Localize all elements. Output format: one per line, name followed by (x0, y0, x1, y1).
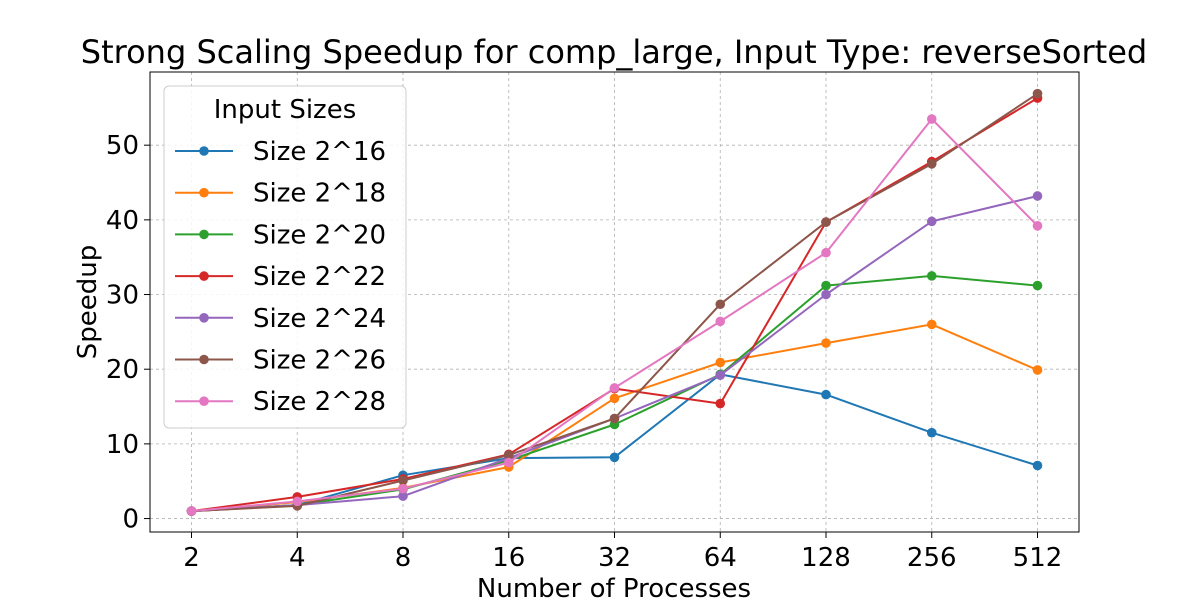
legend-marker (199, 229, 209, 240)
data-point (926, 427, 937, 438)
data-point (926, 319, 937, 330)
series-layer (186, 88, 1043, 516)
legend-item: Size 2^18 (175, 179, 386, 209)
legend-item: Size 2^28 (175, 387, 386, 417)
legend-marker (199, 187, 209, 198)
data-point (715, 398, 726, 409)
legend-title: Input Sizes (214, 95, 357, 125)
legend-item: Size 2^16 (175, 137, 386, 167)
y-tick-label: 30 (106, 281, 139, 311)
data-point (1032, 88, 1043, 99)
legend-item: Size 2^22 (175, 262, 386, 292)
legend-marker (199, 146, 209, 156)
x-tick-label: 2 (183, 543, 200, 573)
data-point (715, 370, 726, 380)
data-point (609, 383, 620, 393)
x-tick-label: 256 (907, 543, 957, 573)
data-point (821, 280, 831, 291)
y-axis-label: Speedup (73, 245, 103, 360)
data-point (398, 483, 408, 494)
x-axis-label: Number of Processes (477, 574, 751, 600)
data-point (821, 289, 831, 300)
x-tick-label: 32 (598, 543, 631, 573)
legend-label: Size 2^24 (253, 304, 386, 334)
legend-label: Size 2^20 (253, 220, 386, 250)
data-point (926, 271, 937, 281)
legend-item: Size 2^26 (175, 346, 386, 376)
data-point (821, 389, 831, 400)
data-point (1032, 365, 1043, 375)
legend-marker (199, 313, 209, 323)
y-axis-ticks: 0 10 20 30 40 50 (106, 131, 150, 535)
data-point (398, 475, 408, 486)
legend-marker (199, 354, 209, 365)
legend-label: Size 2^26 (253, 346, 386, 376)
data-point (1032, 460, 1043, 471)
data-point (715, 357, 726, 368)
x-axis-ticks: 2 4 8 16 32 64 128 256 512 (183, 532, 1062, 573)
grid (150, 72, 1079, 532)
legend-label: Size 2^28 (253, 387, 386, 417)
data-point (186, 506, 197, 516)
y-tick-label: 40 (106, 206, 139, 236)
legend-item: Size 2^20 (175, 220, 386, 250)
y-tick-label: 10 (106, 430, 139, 460)
y-tick-label: 0 (122, 505, 139, 535)
x-tick-label: 16 (492, 543, 525, 573)
data-point (609, 393, 620, 404)
data-point (821, 247, 831, 258)
legend-label: Size 2^16 (253, 137, 386, 167)
data-point (926, 114, 937, 124)
data-point (292, 496, 303, 507)
x-tick-label: 512 (1013, 543, 1063, 573)
data-point (926, 159, 937, 169)
data-point (715, 316, 726, 327)
data-point (1032, 191, 1043, 201)
data-point (1032, 221, 1043, 231)
data-point (715, 299, 726, 310)
data-point (609, 413, 620, 424)
data-point (926, 216, 937, 227)
x-tick-label: 8 (395, 543, 412, 573)
x-tick-label: 4 (289, 543, 306, 573)
legend-marker (199, 396, 209, 407)
series-7 (186, 114, 1043, 516)
legend-label: Size 2^18 (253, 179, 386, 209)
data-point (503, 457, 514, 468)
legend-marker (199, 271, 209, 281)
x-tick-label: 64 (704, 543, 737, 573)
data-point (398, 491, 408, 501)
x-tick-label: 128 (801, 543, 851, 573)
y-tick-label: 20 (106, 355, 139, 385)
legend-item: Size 2^24 (175, 304, 386, 334)
data-point (503, 450, 514, 460)
legend-label: Size 2^22 (253, 262, 386, 292)
data-point (1032, 280, 1043, 291)
legend-box (163, 85, 407, 429)
y-tick-label: 50 (106, 131, 139, 161)
data-point (821, 338, 831, 348)
data-point (821, 217, 831, 227)
chart-title: Strong Scaling Speedup for comp_large, I… (81, 33, 1147, 71)
data-point (609, 452, 620, 463)
legend-items: Size 2^16 Size 2^18 Size 2^20 Size 2^22 Size… (175, 137, 386, 417)
